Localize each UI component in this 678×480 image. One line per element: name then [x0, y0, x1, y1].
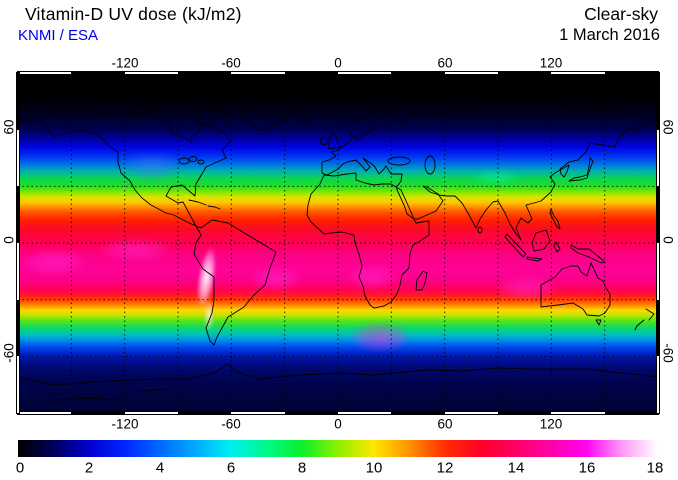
lon-tick-top--120: -120	[111, 55, 139, 71]
lon-tick-top--60: -60	[221, 55, 241, 71]
map-frame-top	[17, 71, 659, 75]
colorbar-tick-0: 0	[15, 459, 25, 477]
colorbar-tick-6: 6	[226, 459, 236, 477]
sky-condition-label: Clear-sky	[584, 4, 658, 24]
lat-tick-left--60: -60	[1, 343, 17, 363]
lat-tick-right-60: 60	[660, 119, 676, 135]
coastlines	[18, 85, 658, 401]
lon-tick-top-0: 0	[334, 55, 342, 71]
source-label: KNMI / ESA	[18, 27, 99, 44]
colorbar-tick-4: 4	[155, 459, 165, 477]
colorbar-tick-16: 16	[578, 459, 596, 477]
lat-tick-right-0: 0	[660, 236, 676, 244]
lat-tick-right--60: -60	[660, 343, 676, 363]
lon-tick-bottom--60: -60	[221, 416, 241, 432]
map-frame-bottom	[17, 411, 659, 415]
colorbar-tick-14: 14	[507, 459, 525, 477]
graticule	[18, 73, 658, 413]
lon-tick-bottom--120: -120	[111, 416, 139, 432]
colorbar-tick-18: 18	[646, 459, 664, 477]
lon-tick-bottom-60: 60	[437, 416, 453, 432]
map-overlay	[18, 73, 658, 413]
colorbar-tick-10: 10	[365, 459, 383, 477]
date-label: 1 March 2016	[559, 26, 660, 44]
lat-tick-left-60: 60	[1, 119, 17, 135]
colorbar	[18, 440, 658, 457]
map-frame-left	[16, 72, 20, 414]
colorbar-tick-12: 12	[436, 459, 454, 477]
lon-tick-bottom-0: 0	[334, 416, 342, 432]
colorbar-tick-2: 2	[84, 459, 94, 477]
page-title: Vitamin-D UV dose (kJ/m2)	[25, 4, 242, 24]
lon-tick-top-120: 120	[539, 55, 563, 71]
colorbar-tick-8: 8	[297, 459, 307, 477]
lat-tick-left-0: 0	[1, 236, 17, 244]
lon-tick-top-60: 60	[437, 55, 453, 71]
map-frame-right	[656, 72, 660, 414]
world-uv-dose-map	[16, 71, 660, 415]
lon-tick-bottom-120: 120	[539, 416, 563, 432]
